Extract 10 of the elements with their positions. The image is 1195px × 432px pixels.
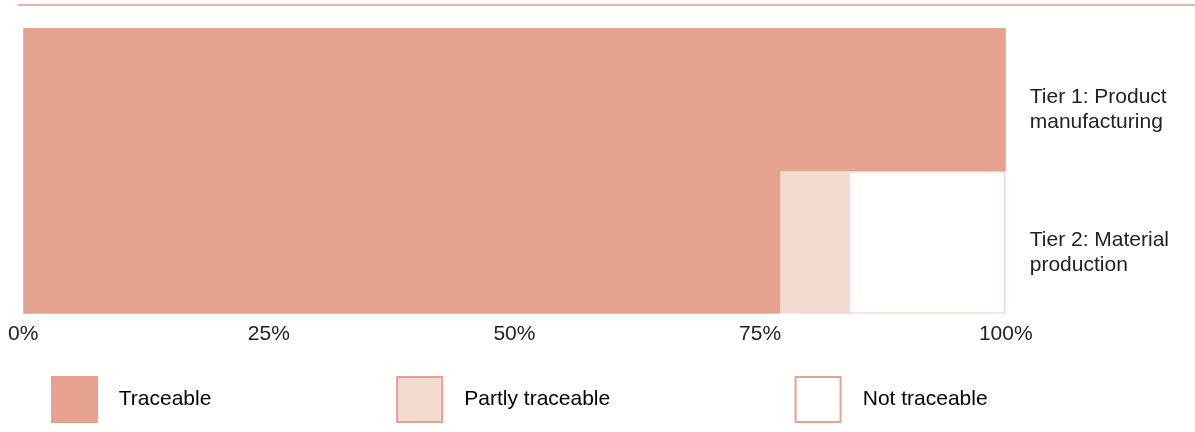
- x-tick-label: 25%: [247, 321, 290, 345]
- x-tick-label: 0%: [8, 321, 39, 345]
- x-tick-label: 100%: [978, 321, 1033, 345]
- legend-label: Partly traceable: [452, 386, 774, 410]
- legend-label: Traceable: [107, 386, 375, 410]
- legend-label: Not traceable: [851, 386, 1152, 410]
- x-tick-label: 50%: [493, 321, 536, 345]
- y-tick-label: Tier 2: Material production: [1029, 227, 1170, 276]
- y-tick-label: Tier 1: Product manufacturing: [1029, 84, 1167, 133]
- x-tick-label: 75%: [739, 321, 782, 345]
